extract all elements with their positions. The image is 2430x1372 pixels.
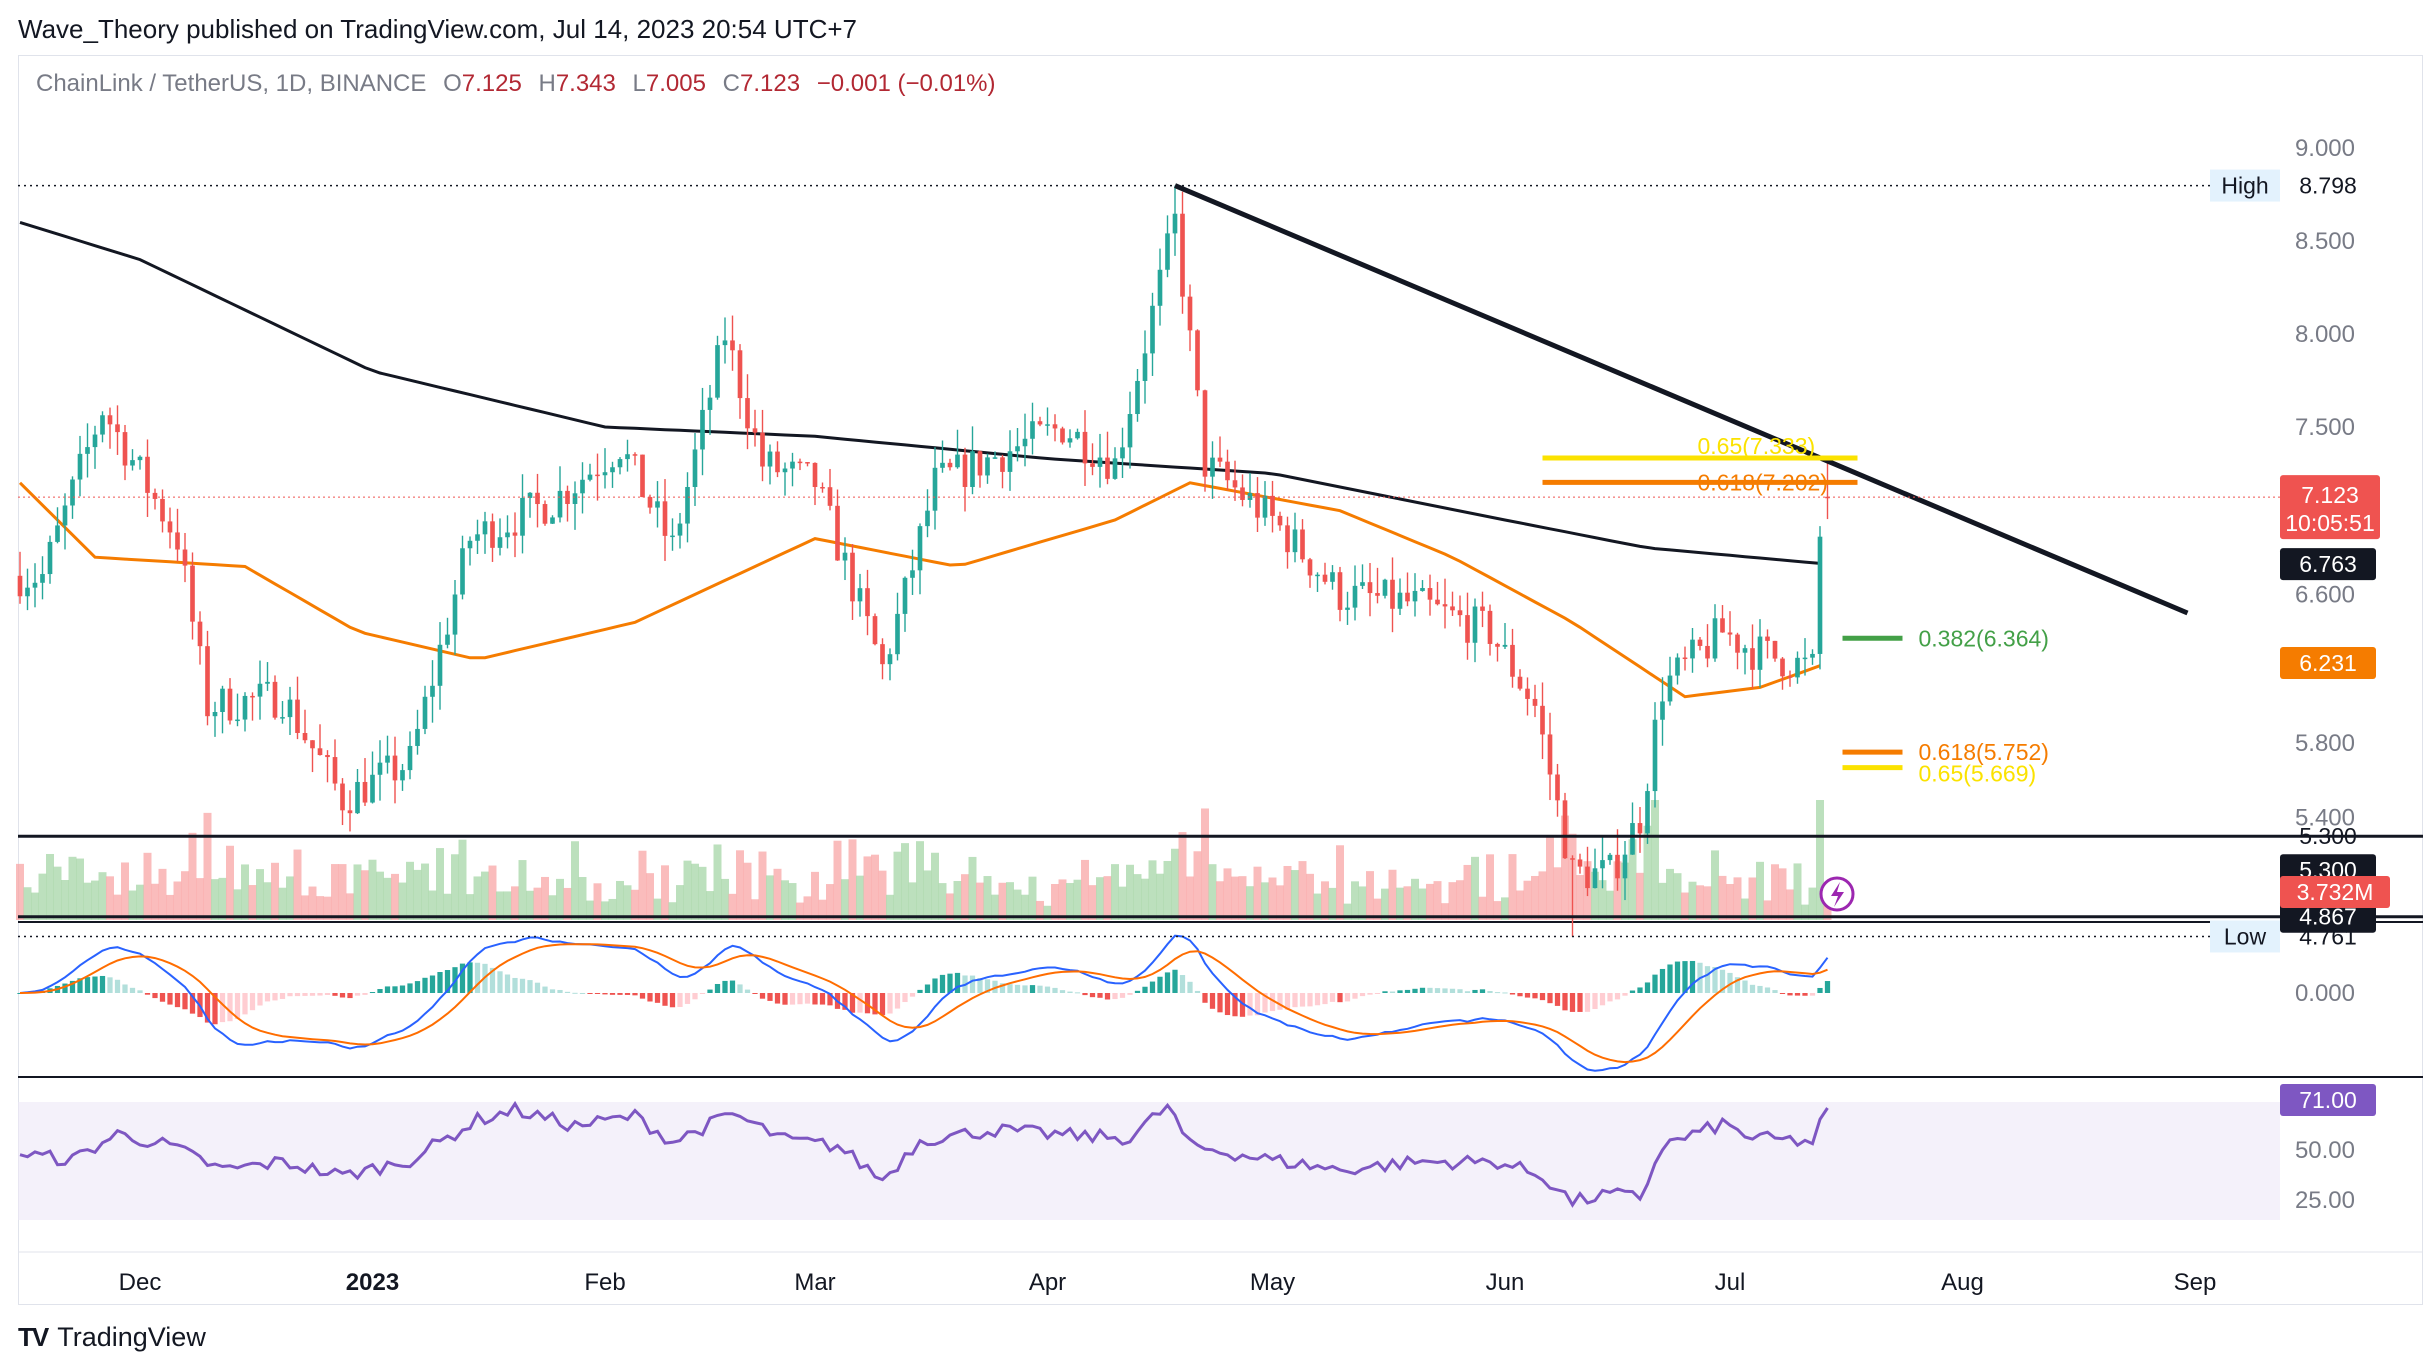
brand-name: TradingView	[57, 1322, 206, 1352]
publisher-line: Wave_Theory published on TradingView.com…	[18, 14, 857, 44]
close-key: C	[722, 70, 740, 97]
open-key: O	[443, 70, 462, 97]
symbol-legend: ChainLink / TetherUS, 1D, BINANCE O7.125…	[36, 70, 996, 98]
low-value: 7.005	[645, 70, 706, 97]
high-key: H	[538, 70, 556, 97]
brand-footer[interactable]: TV TradingView	[18, 1322, 206, 1353]
tradingview-logo-icon: TV	[18, 1322, 49, 1352]
symbol-name[interactable]: ChainLink / TetherUS, 1D, BINANCE	[36, 70, 427, 97]
open-value: 7.125	[461, 70, 522, 97]
chart-frame	[18, 55, 2423, 1305]
high-value: 7.343	[555, 70, 616, 97]
close-value: 7.123	[739, 70, 801, 97]
change-value: −0.001 (−0.01%)	[816, 70, 996, 97]
low-key: L	[632, 70, 646, 97]
